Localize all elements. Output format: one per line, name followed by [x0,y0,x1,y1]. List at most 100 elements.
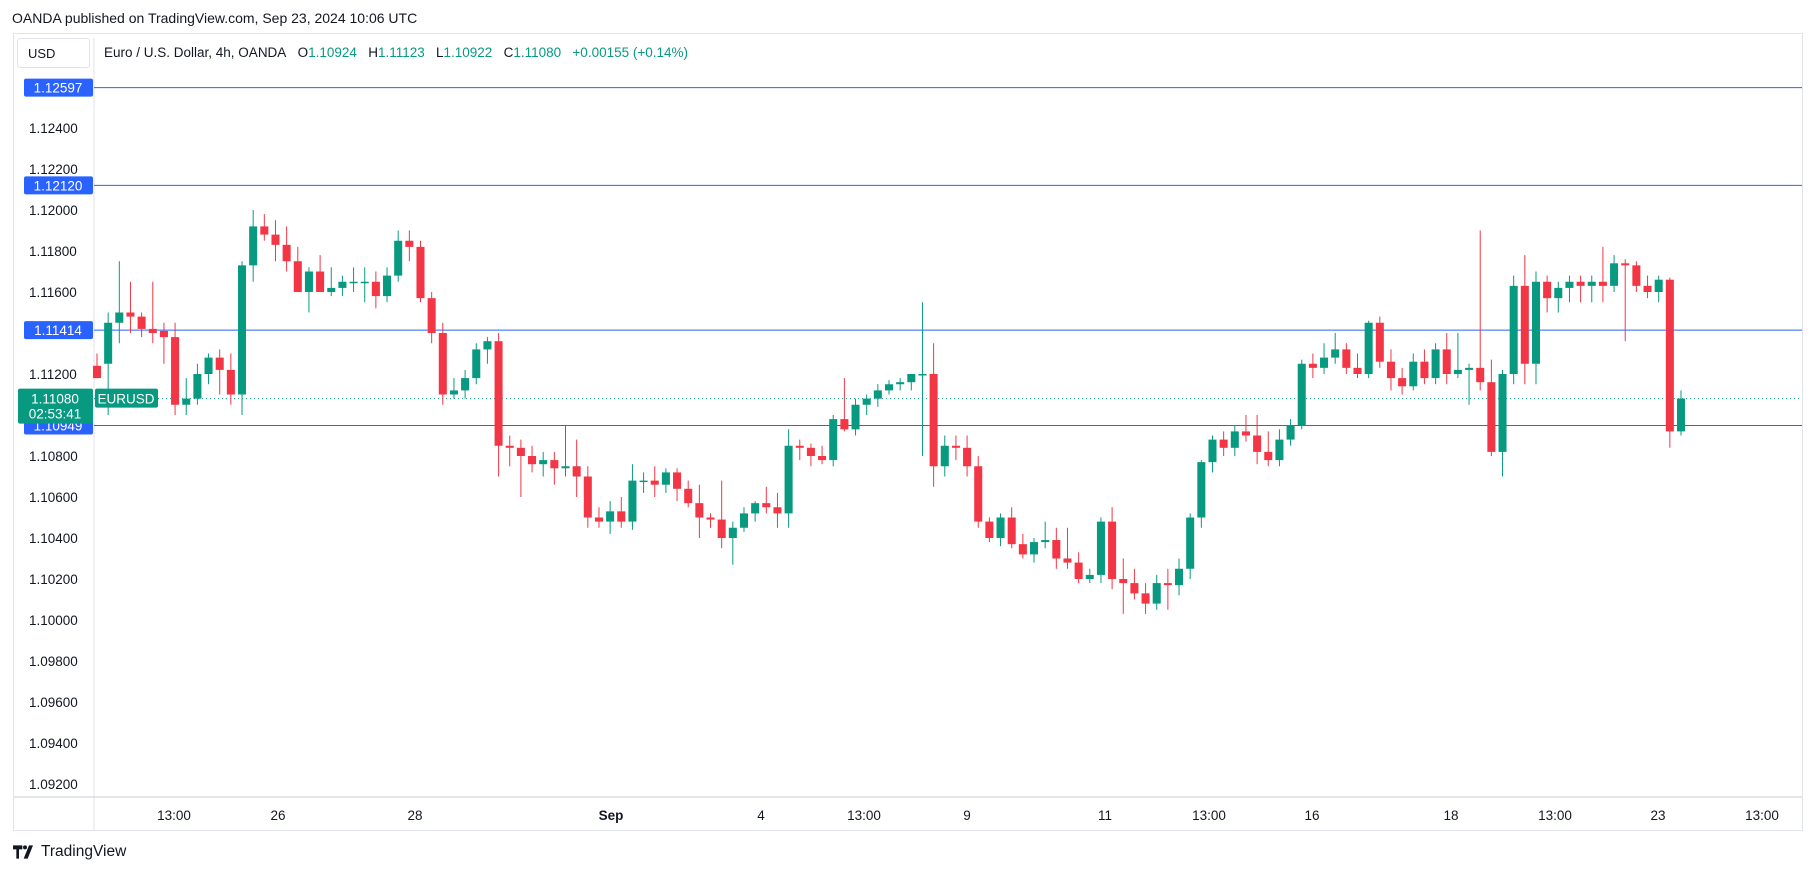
y-tick-label: 1.10600 [29,490,78,505]
candle-body [1163,583,1172,586]
candle-body [1241,431,1250,436]
candle-body [182,398,191,405]
candle-body [896,382,905,385]
candle-body [1453,369,1462,374]
candle-body [1364,322,1373,374]
candle-body [539,460,548,465]
candle-body [1654,279,1663,292]
symbol-label: EURUSD [97,392,154,407]
x-tick-label: 13:00 [1192,808,1226,823]
candle-body [929,374,938,467]
candle-body [360,281,369,284]
candle-body [193,374,202,399]
candle-body [92,365,102,379]
candle-body [271,234,280,245]
candle-body [483,341,492,350]
candle-body [1643,285,1652,292]
tradingview-logo-text: TradingView [41,843,127,860]
candle-body [784,445,793,514]
open-label: O [297,45,309,60]
candle-body [806,447,815,456]
candle-body [561,466,570,469]
y-tick-label: 1.09200 [29,777,78,792]
candle-body [1219,439,1228,448]
candle-body [1208,439,1217,463]
candle-body [1308,363,1317,368]
level-price-label: 1.12120 [34,178,83,193]
close-value: 1.11080 [513,45,562,60]
symbol-title: Euro / U.S. Dollar, 4h, OANDA [104,45,287,60]
candle-body [985,521,994,538]
candle-body [1632,265,1641,286]
candle-body [438,333,447,395]
y-tick-label: 1.09600 [29,695,78,710]
candle-body [293,261,302,292]
candle-body [650,480,659,485]
candle-body [516,447,525,456]
candle-body [873,390,882,399]
x-tick-label: 13:00 [847,808,881,823]
tradingview-logo-icon [13,845,33,859]
candle-body [1141,593,1150,604]
candle-body [1130,583,1139,594]
candle-body [148,328,157,333]
candle-body [795,445,804,448]
candle-body [762,503,771,508]
candle-body [617,511,626,522]
last-price-label: 1.11080 [31,392,79,407]
candle-body [1331,349,1340,358]
y-tick-label: 1.10200 [29,572,78,587]
candle-body [494,341,503,446]
candle-body [405,240,414,247]
candle-body [628,480,637,522]
level-price-tag [24,78,93,97]
x-tick-label: Sep [599,808,624,823]
candle-body [706,517,715,520]
candle-body [829,419,838,461]
candle-body [159,330,168,338]
symbol-price-tag [95,388,158,408]
currency-selector[interactable]: USD [17,38,90,68]
candle-body [1175,568,1184,586]
candle-body [1676,398,1686,432]
candle-body [907,374,916,383]
candle-body [594,517,603,522]
y-tick-label: 1.10400 [29,531,78,546]
candle-body [572,466,581,477]
chart-frame [13,33,1803,831]
tradingview-logo[interactable]: TradingView [13,843,126,861]
candle-body [1598,281,1607,286]
x-tick-label: 23 [1650,808,1665,823]
candle-body [818,456,827,461]
candle-body [684,488,693,504]
candle-body [1119,579,1128,584]
candle-body [1275,439,1284,461]
candle-body [1152,583,1161,604]
level-price-tag [24,321,93,340]
candle-body [1509,285,1518,374]
x-tick-label: 28 [407,808,422,823]
x-tick-label: 16 [1304,808,1319,823]
y-tick-label: 1.10800 [29,449,78,464]
x-tick-label: 26 [270,808,285,823]
candle-body [550,460,559,469]
candle-body [1487,382,1496,452]
y-tick-label: 1.09800 [29,654,78,669]
candle-body [728,527,737,538]
candle-body [751,503,760,514]
candle-body [327,287,336,292]
candle-body [1498,374,1507,452]
candle-body [1186,517,1195,569]
candle-body [1297,363,1306,426]
symbol-legend: Euro / U.S. Dollar, 4h, OANDA O1.10924 H… [104,45,688,60]
candle-body [204,357,213,374]
candle-body [260,226,269,235]
candle-body [717,519,726,538]
candle-body [1420,361,1429,379]
candle-body [282,244,291,262]
candle-body [884,384,894,391]
candle-body [1375,322,1384,362]
y-tick-label: 1.12400 [29,121,78,136]
candle-body [1386,361,1395,379]
